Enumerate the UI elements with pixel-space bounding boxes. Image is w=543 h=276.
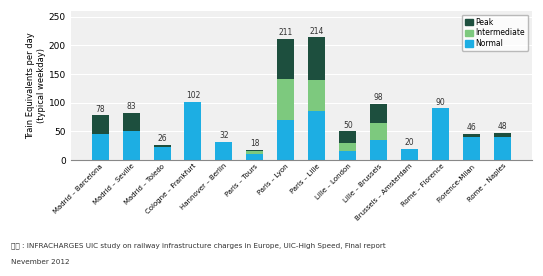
Bar <box>494 132 511 137</box>
Bar <box>339 143 356 152</box>
Text: 32: 32 <box>219 131 229 140</box>
Text: 48: 48 <box>498 122 508 131</box>
Bar <box>277 39 294 79</box>
Legend: Peak, Intermediate, Normal: Peak, Intermediate, Normal <box>462 15 528 51</box>
Text: 98: 98 <box>374 93 383 102</box>
Bar <box>123 131 140 160</box>
Text: 211: 211 <box>279 28 293 38</box>
Text: Nevember 2012: Nevember 2012 <box>11 259 70 266</box>
Text: 18: 18 <box>250 139 260 148</box>
Bar <box>370 140 387 160</box>
Text: 83: 83 <box>126 102 136 111</box>
Text: 20: 20 <box>405 138 414 147</box>
Text: 50: 50 <box>343 121 353 130</box>
Bar <box>216 142 232 160</box>
Text: 90: 90 <box>436 98 446 107</box>
Bar <box>308 111 325 160</box>
Bar <box>92 115 109 134</box>
Bar <box>370 123 387 140</box>
Bar <box>154 145 171 147</box>
Bar <box>401 148 418 160</box>
Bar <box>92 134 109 160</box>
Text: 자료 : INFRACHARGES UIC study on railway infrastructure charges in Europe, UIC-Hig: 자료 : INFRACHARGES UIC study on railway i… <box>11 243 386 250</box>
Y-axis label: Train Equivalents per day
(typical weekday): Train Equivalents per day (typical weekd… <box>26 32 46 139</box>
Bar <box>123 113 140 131</box>
Text: 78: 78 <box>95 105 105 114</box>
Bar <box>247 154 263 160</box>
Text: 46: 46 <box>467 123 477 132</box>
Bar <box>308 80 325 111</box>
Bar <box>308 38 325 80</box>
Bar <box>277 79 294 120</box>
Bar <box>185 102 201 160</box>
Bar <box>277 120 294 160</box>
Bar <box>339 131 356 143</box>
Text: 26: 26 <box>157 134 167 144</box>
Text: 102: 102 <box>186 91 200 100</box>
Bar <box>247 152 263 154</box>
Bar <box>463 134 480 137</box>
Text: 214: 214 <box>310 27 324 36</box>
Bar <box>370 104 387 123</box>
Bar <box>494 137 511 160</box>
Bar <box>339 152 356 160</box>
Bar <box>247 150 263 152</box>
Bar <box>432 108 449 160</box>
Bar <box>154 147 171 160</box>
Bar <box>463 137 480 160</box>
